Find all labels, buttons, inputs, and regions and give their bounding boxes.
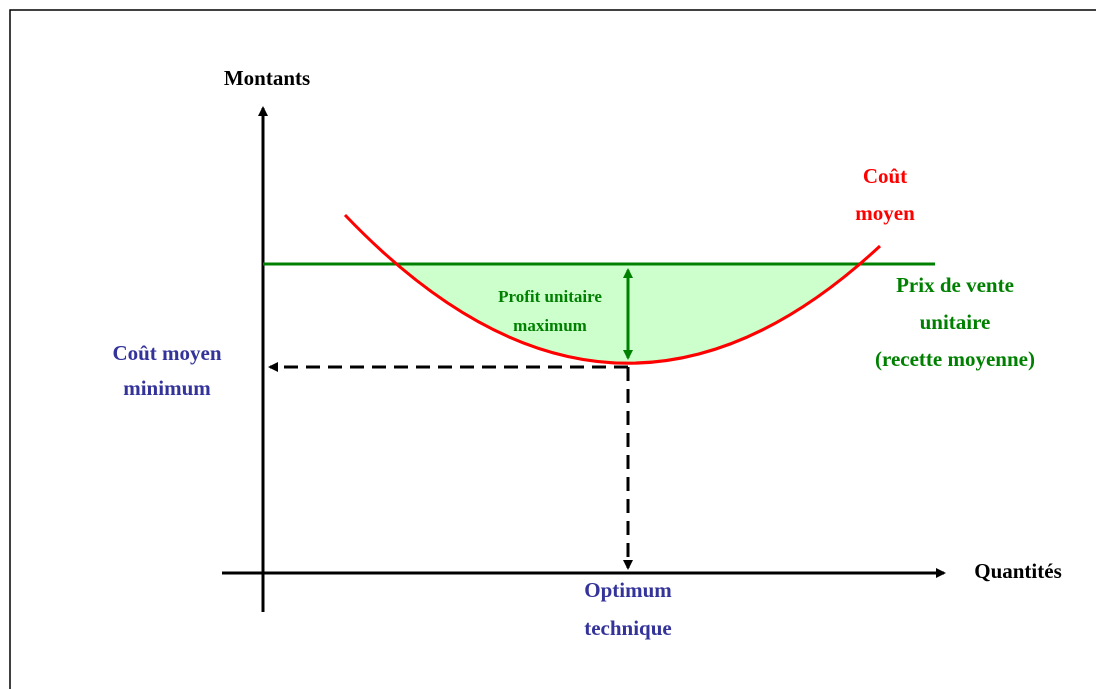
optimum-label: Optimum <box>584 578 672 602</box>
cost-label: Coût <box>863 164 907 188</box>
price-label: unitaire <box>920 310 991 334</box>
profit-label: maximum <box>513 316 587 335</box>
cost-label: moyen <box>855 201 915 225</box>
cost-curve <box>343 213 882 365</box>
min-cost-label: Coût moyen <box>112 341 221 365</box>
frame <box>9 9 1096 689</box>
optimum-label: technique <box>584 616 672 640</box>
x-axis-label: Quantités <box>974 559 1062 583</box>
price-label: (recette moyenne) <box>875 347 1035 371</box>
profit-label: Profit unitaire <box>498 287 602 306</box>
y-axis-label: Montants <box>224 66 310 90</box>
price-label: Prix de vente <box>896 273 1014 297</box>
min-cost-label: minimum <box>123 376 211 400</box>
